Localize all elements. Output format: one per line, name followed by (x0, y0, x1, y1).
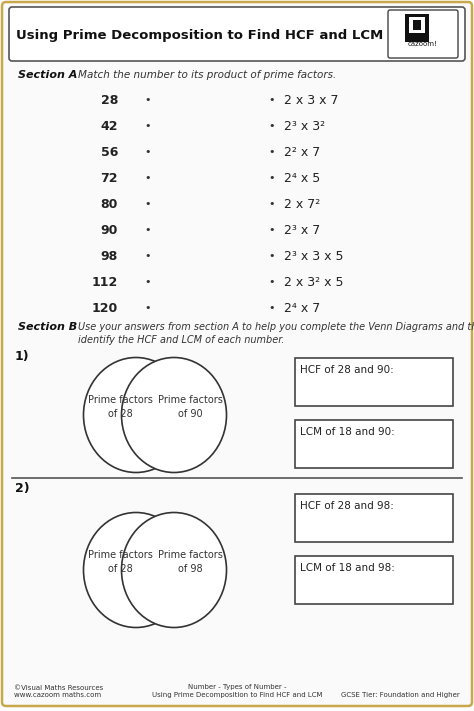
Text: 1): 1) (15, 350, 29, 363)
Text: •: • (269, 199, 275, 209)
Text: Using Prime Decomposition to Find HCF and LCM: Using Prime Decomposition to Find HCF an… (17, 28, 383, 41)
Text: 2 x 3 x 7: 2 x 3 x 7 (284, 94, 338, 107)
Bar (295, 420, 453, 468)
Text: 2³ x 3 x 5: 2³ x 3 x 5 (284, 250, 344, 262)
Text: GCSE Tier: Foundation and Higher: GCSE Tier: Foundation and Higher (341, 692, 460, 698)
Text: LCM of 18 and 98:: LCM of 18 and 98: (300, 563, 395, 573)
Bar (295, 556, 453, 604)
Text: Match the number to its product of prime factors.: Match the number to its product of prime… (78, 70, 336, 80)
Text: HCF of 28 and 90:: HCF of 28 and 90: (300, 365, 394, 375)
Text: •: • (145, 251, 151, 261)
Bar (413, 20, 421, 30)
Text: Prime factors
of 28: Prime factors of 28 (88, 550, 153, 574)
Text: •: • (145, 121, 151, 131)
Text: Use your answers from section A to help you complete the Venn Diagrams and then
: Use your answers from section A to help … (78, 322, 474, 346)
Text: •: • (269, 303, 275, 313)
Text: LCM of 18 and 90:: LCM of 18 and 90: (300, 427, 395, 437)
Text: 2 x 7²: 2 x 7² (284, 198, 320, 210)
Text: 2⁴ x 5: 2⁴ x 5 (284, 171, 320, 184)
Text: 72: 72 (100, 171, 118, 184)
Text: 90: 90 (100, 223, 118, 237)
Text: •: • (269, 147, 275, 157)
Text: 120: 120 (92, 301, 118, 314)
Text: 2⁴ x 7: 2⁴ x 7 (284, 301, 320, 314)
Ellipse shape (83, 358, 189, 473)
Text: 80: 80 (100, 198, 118, 210)
Text: 42: 42 (100, 119, 118, 132)
Text: 112: 112 (92, 275, 118, 289)
Text: Number - Types of Number -
Using Prime Decomposition to Find HCF and LCM: Number - Types of Number - Using Prime D… (152, 685, 322, 698)
Text: 98: 98 (101, 250, 118, 262)
Text: 2): 2) (15, 482, 29, 495)
Text: •: • (145, 173, 151, 183)
Ellipse shape (83, 513, 189, 628)
Text: 2³ x 3²: 2³ x 3² (284, 119, 325, 132)
Text: 2³ x 7: 2³ x 7 (284, 223, 320, 237)
Text: Prime factors
of 28: Prime factors of 28 (88, 395, 153, 419)
Text: •: • (269, 277, 275, 287)
FancyBboxPatch shape (9, 7, 465, 61)
FancyBboxPatch shape (388, 10, 458, 58)
Text: •: • (145, 147, 151, 157)
Ellipse shape (121, 358, 227, 473)
Text: 2² x 7: 2² x 7 (284, 146, 320, 159)
Text: •: • (269, 225, 275, 235)
Text: •: • (269, 121, 275, 131)
Text: •: • (269, 95, 275, 105)
Text: •: • (269, 251, 275, 261)
Text: Section B: Section B (18, 322, 77, 332)
Text: 2 x 3² x 5: 2 x 3² x 5 (284, 275, 344, 289)
Ellipse shape (121, 513, 227, 628)
Bar (405, 14, 429, 42)
Text: •: • (145, 199, 151, 209)
Text: Section A: Section A (18, 70, 77, 80)
Bar (409, 17, 425, 33)
Bar (295, 358, 453, 406)
Text: •: • (145, 303, 151, 313)
Text: ©Visual Maths Resources
www.cazoom maths.com: ©Visual Maths Resources www.cazoom maths… (14, 685, 103, 698)
Text: Prime factors
of 98: Prime factors of 98 (157, 550, 222, 574)
Text: •: • (145, 225, 151, 235)
Bar (295, 494, 453, 542)
Text: •: • (145, 277, 151, 287)
Text: •: • (269, 173, 275, 183)
Text: 28: 28 (100, 94, 118, 107)
Text: 56: 56 (100, 146, 118, 159)
Text: Prime factors
of 90: Prime factors of 90 (157, 395, 222, 419)
Text: •: • (145, 95, 151, 105)
Text: HCF of 28 and 98:: HCF of 28 and 98: (300, 501, 394, 511)
Text: cazoom!: cazoom! (408, 41, 438, 47)
